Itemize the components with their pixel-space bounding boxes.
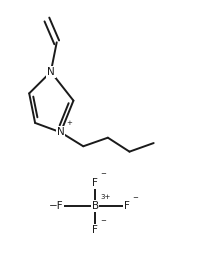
Text: +: +	[67, 120, 72, 126]
Text: N: N	[47, 67, 55, 77]
Text: −: −	[101, 218, 107, 224]
Text: N: N	[57, 127, 65, 137]
Text: −: −	[132, 195, 138, 201]
Text: F: F	[92, 178, 98, 188]
Text: 3+: 3+	[101, 194, 111, 200]
Text: F: F	[124, 201, 129, 211]
Text: −F: −F	[49, 201, 64, 211]
Text: −: −	[101, 171, 107, 177]
Text: F: F	[92, 225, 98, 235]
Text: B: B	[91, 201, 99, 211]
